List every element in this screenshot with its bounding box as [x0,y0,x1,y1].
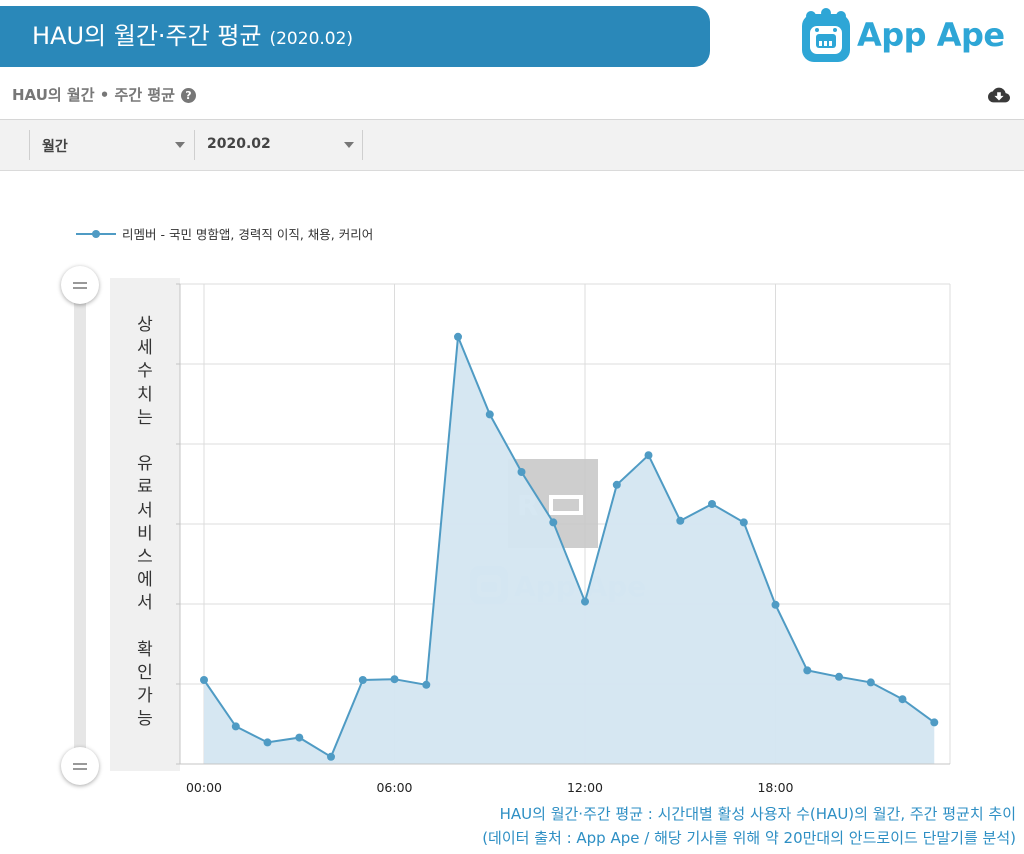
data-point [231,722,240,731]
logo-text: App Ape [857,16,1005,54]
range-slider-track[interactable] [74,285,86,765]
section-title: HAU의 월간 • 주간 평균? [12,84,196,105]
data-point [930,718,939,727]
data-point [549,518,558,527]
page-title-period: (2020.02) [269,29,354,49]
data-point [644,451,653,460]
data-point [422,680,431,689]
header-banner: HAU의 월간·주간 평균 (2020.02) [0,6,710,67]
filter-bar: 월간 2020.02 [0,120,1024,171]
data-point [295,733,304,742]
data-point [358,676,367,684]
data-point [390,675,399,684]
legend-marker [92,230,100,238]
x-tick-label: 12:00 [567,780,603,795]
granularity-select[interactable]: 월간 [29,130,193,160]
data-point [708,500,716,508]
chart-legend: 리멤버 - 국민 명함앱, 경력직 이직, 채용, 커리어 [76,227,373,242]
chart-axes: 00:00 06:00 12:00 18:00 [176,283,950,795]
section-title-text: HAU의 월간 • 주간 평균 [12,86,175,104]
watermark-monkey-icon [470,566,508,604]
help-icon[interactable]: ? [180,88,196,103]
series-area [204,336,935,764]
data-point [517,468,526,476]
range-slider-bottom-handle[interactable] [61,747,99,785]
chevron-down-icon [344,142,354,148]
x-tick-label: 06:00 [376,780,412,795]
month-select[interactable]: 2020.02 [194,130,362,160]
data-point [771,600,780,609]
data-point [898,695,907,704]
granularity-select-value: 월간 [42,139,68,155]
watermark-badge-letter: R [517,489,539,522]
data-point [866,678,875,687]
x-tick-label: 00:00 [186,780,222,795]
chart-grid [180,283,951,765]
monkey-logo-icon [802,8,850,62]
page-title: HAU의 월간·주간 평균 (2020.02) [32,6,353,67]
section-header: HAU의 월간 • 주간 평균? [0,70,1024,120]
app-ape-logo: App Ape [800,8,1010,66]
caption-line-1: HAU의 월간·주간 평균 : 시간대별 활성 사용자 수(HAU)의 월간, … [499,805,1016,823]
data-point [803,666,812,675]
data-point [581,597,589,606]
data-point [739,518,748,527]
page-title-text: HAU의 월간·주간 평균 [32,22,262,50]
watermark-badge-bar [549,495,583,515]
data-point [676,516,685,525]
watermark-badge [508,459,598,548]
data-point [200,676,208,684]
month-select-value: 2020.02 [207,136,271,152]
data-point [263,738,272,747]
legend-label: 리멤버 - 국민 명함앱, 경력직 이직, 채용, 커리어 [122,227,373,242]
data-point [835,672,843,681]
chart-caption: HAU의 월간·주간 평균 : 시간대별 활성 사용자 수(HAU)의 월간, … [482,802,1016,850]
watermark-logo-text: App Ape [514,570,646,603]
range-slider-top-handle[interactable] [61,266,99,304]
data-point [454,332,462,341]
caption-line-2: (데이터 출처 : App Ape / 해당 기사를 위해 약 20만대의 안드… [482,829,1016,847]
filter-divider [362,130,363,160]
watermark: R App Ape [470,459,646,604]
chart-series [200,332,939,764]
data-point [485,410,494,419]
watermark-badge-bar-inner [553,499,579,511]
data-point [327,752,335,761]
data-point [612,480,621,489]
cloud-download-icon[interactable] [988,84,1010,106]
x-tick-label: 18:00 [757,780,793,795]
chevron-down-icon [175,142,185,148]
series-line [203,336,935,759]
